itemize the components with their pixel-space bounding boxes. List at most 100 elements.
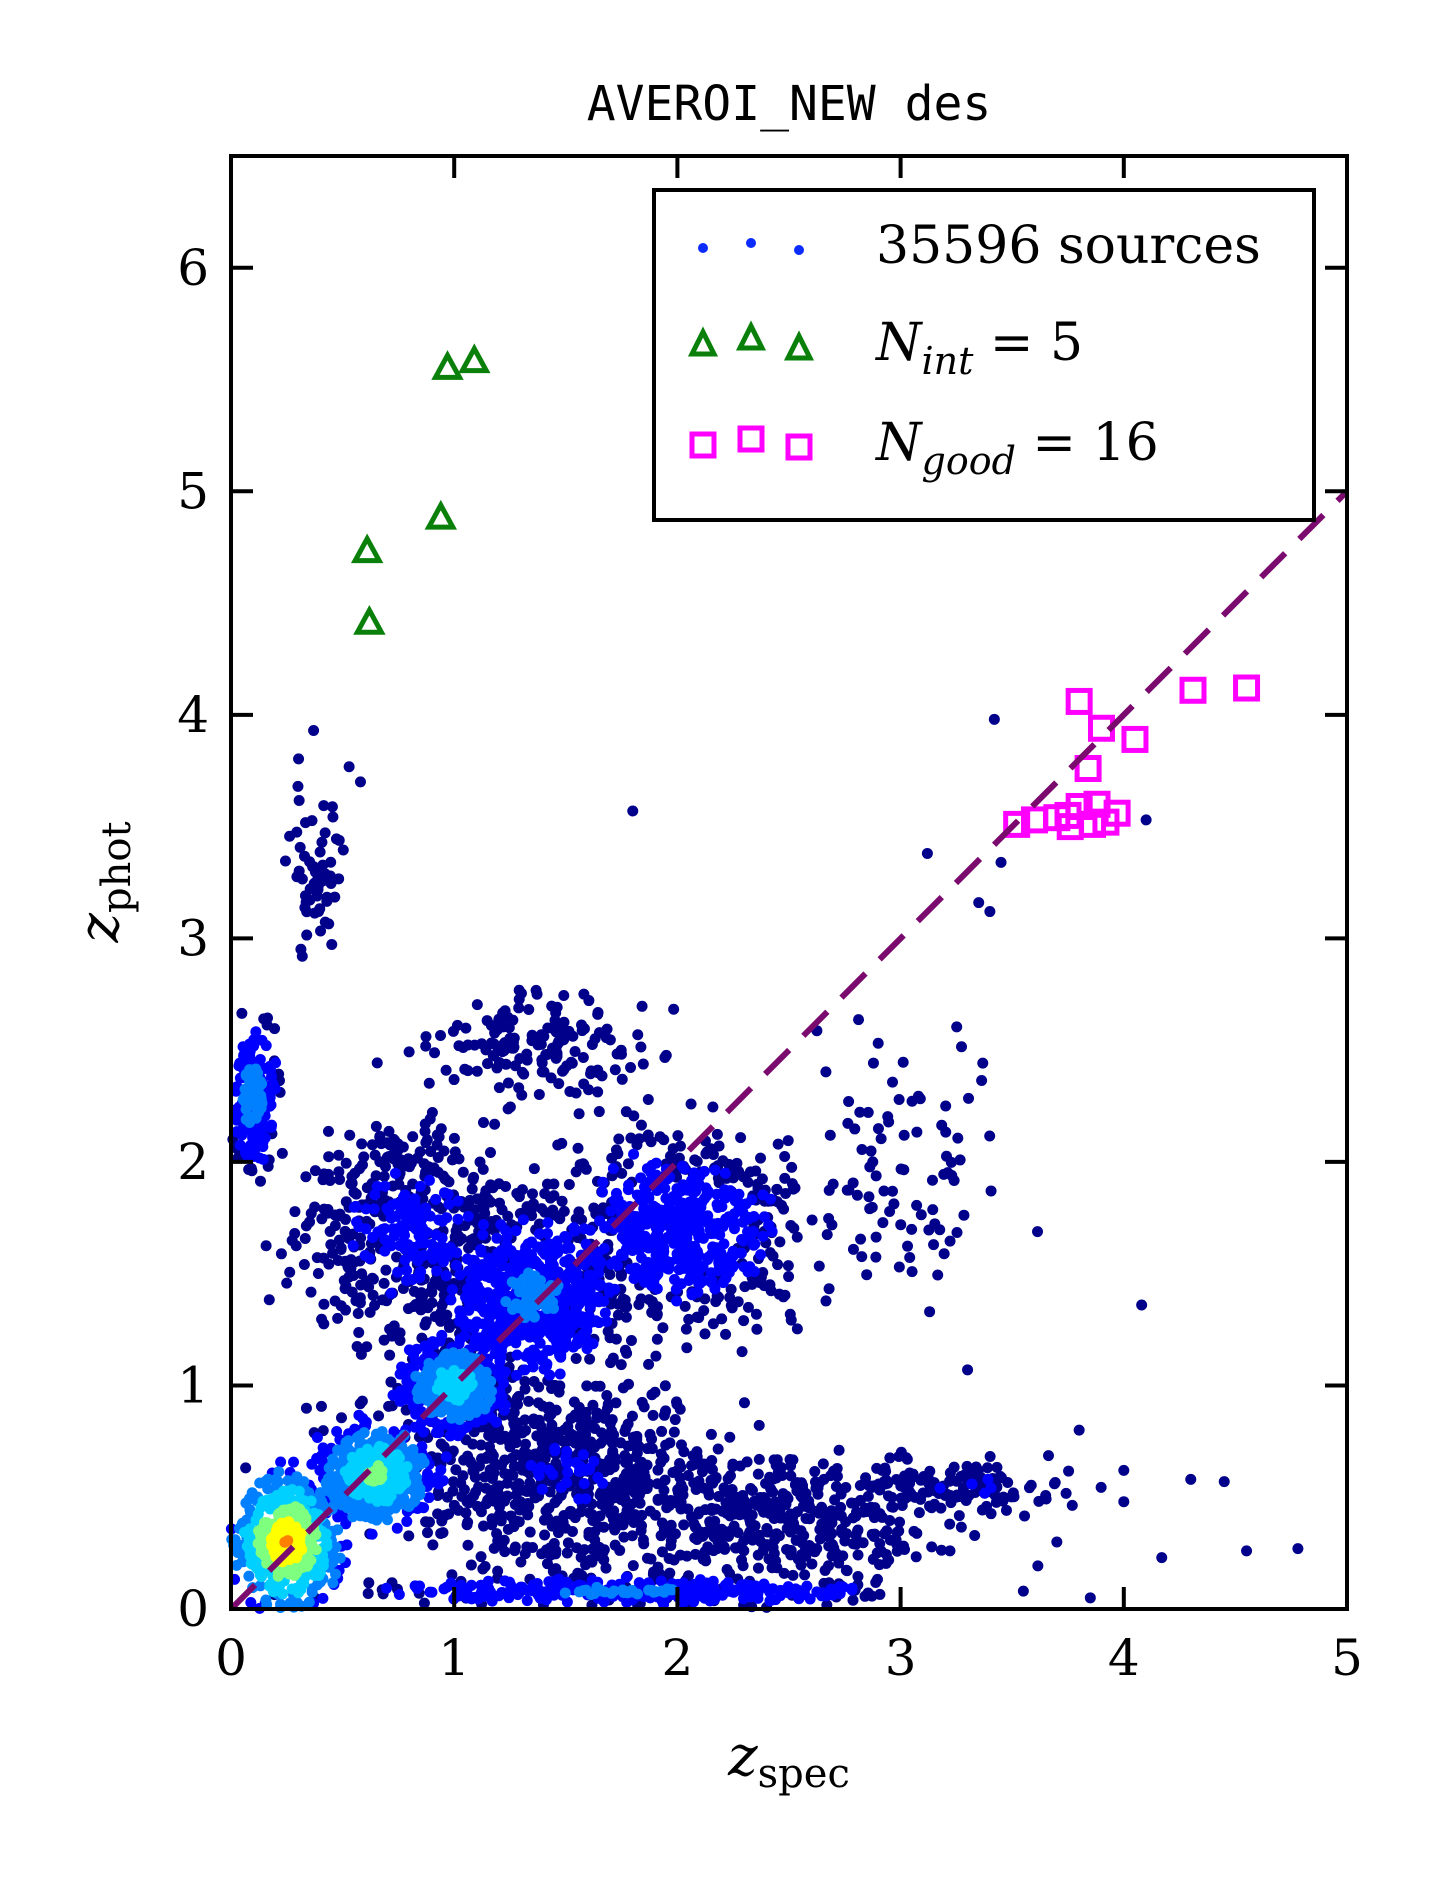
source-point [578,1223,590,1235]
source-point [823,1283,835,1295]
source-point [625,1062,637,1074]
source-point [745,1482,757,1494]
source-point [642,1443,654,1455]
source-point [799,1569,811,1581]
source-point [723,1211,735,1223]
source-point [787,1183,799,1195]
source-point [787,1569,799,1581]
source-point [951,1021,963,1033]
source-point [481,1590,493,1602]
source-point [771,1183,783,1195]
source-point [635,1119,647,1131]
source-point [573,1461,585,1473]
source-point [569,1225,581,1237]
source-point [351,1216,363,1228]
source-point [852,1524,864,1536]
source-point [403,1530,415,1542]
source-point [856,1251,868,1263]
source-point [672,1130,684,1142]
source-point [934,1482,946,1494]
source-point [594,1279,606,1291]
source-point [415,1304,427,1316]
source-point [660,1439,672,1451]
source-point [300,1220,312,1232]
source-point [667,1466,679,1478]
source-point [532,1397,544,1409]
source-point [953,1510,965,1522]
source-point [864,1161,876,1173]
source-point [469,1339,481,1351]
source-point [440,1174,452,1186]
source-point [440,1270,452,1282]
source-point [452,1195,464,1207]
source-point [894,1516,906,1528]
source-point [786,1161,798,1173]
source-point [538,1066,550,1078]
source-point [691,1155,703,1167]
source-point [561,1256,573,1268]
source-point [724,1291,736,1303]
source-point [537,1355,549,1367]
source-point [878,1185,890,1197]
source-point [435,1029,447,1041]
source-point [488,1467,500,1479]
source-point [544,1254,556,1266]
source-point [392,1158,404,1170]
source-point [511,1369,523,1381]
source-point [1032,1226,1044,1238]
source-point [414,1146,426,1158]
source-point [356,1268,368,1280]
source-point [588,1202,600,1214]
source-point [862,1106,874,1118]
source-point [1241,1545,1253,1557]
source-point [724,1510,736,1522]
source-point [478,1520,490,1532]
source-point [778,1567,790,1579]
source-point [643,1191,655,1203]
source-point [446,1154,458,1166]
source-point [454,1269,466,1281]
source-point [973,897,985,909]
source-point [825,1540,837,1552]
source-point [707,1318,719,1330]
source-point [718,1540,730,1552]
source-point [738,1315,750,1327]
source-point [705,1267,717,1279]
source-point [693,1312,705,1324]
source-point [444,1430,456,1442]
source-point [790,1534,802,1546]
source-point [561,1547,573,1559]
source-point [550,1404,562,1416]
source-point [482,1058,494,1070]
source-point [589,1422,601,1434]
source-point [332,1312,344,1324]
source-point [388,1230,400,1242]
source-point [731,1194,743,1206]
source-point [367,1289,379,1301]
source-point [809,1466,821,1478]
source-point [843,1184,855,1196]
source-point [652,1561,664,1573]
source-point [504,1101,516,1113]
source-point [471,1065,483,1077]
source-point [656,1546,668,1558]
source-point [573,1108,585,1120]
source-point [480,1498,492,1510]
source-point [1156,1552,1168,1564]
source-point [401,1264,413,1276]
source-point [804,1513,816,1525]
source-point [913,1507,925,1519]
source-point [594,1380,606,1392]
source-point [293,794,305,806]
source-point [669,1414,681,1426]
source-point [982,1462,994,1474]
source-point [354,776,366,788]
source-point [385,1287,397,1299]
source-point [284,1266,296,1278]
source-point [866,1528,878,1540]
source-point [299,1232,311,1244]
source-point [465,1559,477,1571]
source-point [683,1313,695,1325]
source-point [370,1120,382,1132]
